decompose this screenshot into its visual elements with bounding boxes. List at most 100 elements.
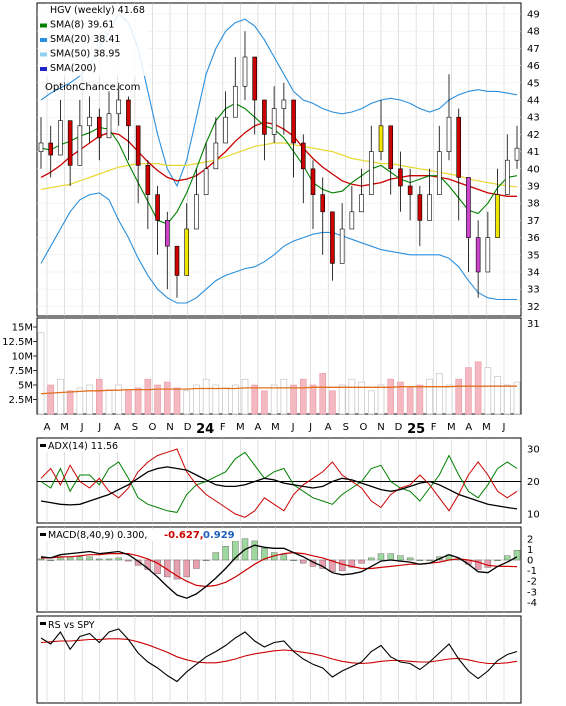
legend-swatch — [40, 23, 47, 28]
macd-tick-label: 2 — [527, 534, 533, 545]
price-candle — [106, 113, 112, 139]
macd-histogram-bar — [202, 559, 210, 562]
price-candle — [116, 99, 122, 115]
macd-tick-label: -1 — [527, 566, 537, 577]
price-tick-label: 39 — [527, 182, 540, 193]
volume-bar — [270, 384, 278, 415]
macd-histogram-bar — [368, 557, 375, 561]
macd-histogram-bar — [37, 558, 45, 561]
x-tick-label: J — [80, 422, 84, 433]
legend-entry: SMA(20) 38.41 — [50, 34, 120, 45]
price-candle — [232, 85, 238, 118]
price-candle — [145, 165, 151, 195]
price-candle — [67, 120, 73, 166]
rs-line — [40, 628, 518, 683]
macd-histogram-bar — [377, 553, 385, 561]
price-candle — [291, 99, 296, 144]
price-candle — [427, 194, 432, 221]
adx-plot-frame — [36, 437, 522, 524]
price-candle — [407, 185, 413, 195]
price-tick-label: 49 — [527, 10, 540, 21]
legend-swatch — [40, 52, 47, 57]
volume-bar — [299, 378, 307, 415]
x-tick-label: M — [236, 422, 245, 433]
macd-label-swatch — [40, 533, 46, 536]
x-tick-label: F — [220, 422, 226, 433]
price-candle — [466, 177, 471, 238]
volume-bar — [193, 384, 200, 415]
macd-histogram-bar — [154, 559, 161, 574]
x-tick-label: M — [271, 422, 280, 433]
volume-bar — [251, 384, 259, 415]
legend-entry: SMA(200) — [50, 63, 96, 74]
volume-bar — [367, 390, 375, 415]
volume-bar — [37, 332, 45, 415]
price-candle — [203, 168, 209, 195]
legend-background — [38, 4, 148, 76]
volume-bar — [154, 384, 161, 415]
x-tick-label: A — [255, 422, 262, 433]
price-candle — [359, 194, 364, 213]
volume-panel: 15M 12.5M 10M 7.5M 5M 2.5M — [2, 317, 522, 415]
volume-bar — [115, 384, 123, 415]
volume-tick-label: 7.5M — [8, 366, 33, 377]
price-candle — [339, 228, 345, 264]
price-candle — [58, 120, 63, 156]
price-candle — [126, 99, 131, 127]
legend-swatch — [40, 38, 47, 42]
x-tick-label: M — [60, 422, 69, 433]
volume-bar — [503, 384, 511, 415]
price-tick-label: 32 — [527, 302, 540, 313]
macd-histogram-bar — [290, 559, 297, 562]
price-candle — [436, 151, 442, 195]
macd-tick-label: -2 — [527, 577, 537, 588]
price-candle — [164, 220, 170, 247]
x-tick-label: J — [308, 422, 312, 433]
x-tick-label: O — [359, 422, 367, 433]
macd-histogram-bar — [144, 559, 152, 570]
adx-tick-label: 20 — [527, 477, 540, 488]
price-candle — [174, 245, 180, 276]
rs-label-swatch — [40, 622, 46, 625]
volume-bar — [338, 384, 346, 415]
macd-histogram-bar — [76, 556, 84, 561]
volume-bar — [426, 378, 433, 415]
volume-bar — [66, 390, 74, 415]
price-tick-label: 42 — [527, 130, 540, 141]
macd-histogram-bar — [105, 558, 113, 561]
x-tick-label: S — [132, 422, 138, 433]
price-candle — [495, 194, 500, 238]
macd-histogram-bar — [261, 548, 268, 561]
adx-line — [40, 466, 518, 510]
volume-bar — [261, 390, 268, 415]
price-candle — [456, 116, 462, 178]
price-candle — [320, 194, 326, 213]
price-candle — [194, 194, 199, 230]
legend-entry: SMA(8) 39.61 — [50, 20, 114, 31]
macd-histogram-bar — [125, 559, 132, 562]
volume-bar — [105, 390, 113, 415]
price-tick-label: 40 — [527, 164, 540, 175]
macd-histogram-bar — [416, 559, 424, 562]
macd-histogram-bar — [319, 559, 326, 569]
macd-label: MACD(8,40,9) 0.300, — [48, 530, 147, 541]
volume-bar — [465, 367, 472, 415]
macd-label-bg — [38, 529, 238, 541]
price-tick-label: 38 — [527, 199, 540, 210]
volume-tick-label: 2.5M — [8, 395, 33, 406]
plus-di-line — [40, 451, 518, 513]
volume-bar — [445, 384, 453, 415]
macd-histogram-bar — [115, 557, 122, 561]
volume-bar — [455, 378, 463, 415]
price-candle — [135, 125, 141, 166]
macd-histogram-bar — [57, 557, 64, 561]
price-candle — [446, 116, 452, 152]
volume-bar — [212, 384, 220, 415]
volume-bar — [494, 375, 501, 415]
price-tick-label: 44 — [527, 96, 540, 107]
macd-histogram-bar — [212, 552, 220, 561]
price-candle — [96, 116, 102, 139]
volume-bar — [358, 381, 365, 415]
legend-swatch — [39, 8, 48, 14]
